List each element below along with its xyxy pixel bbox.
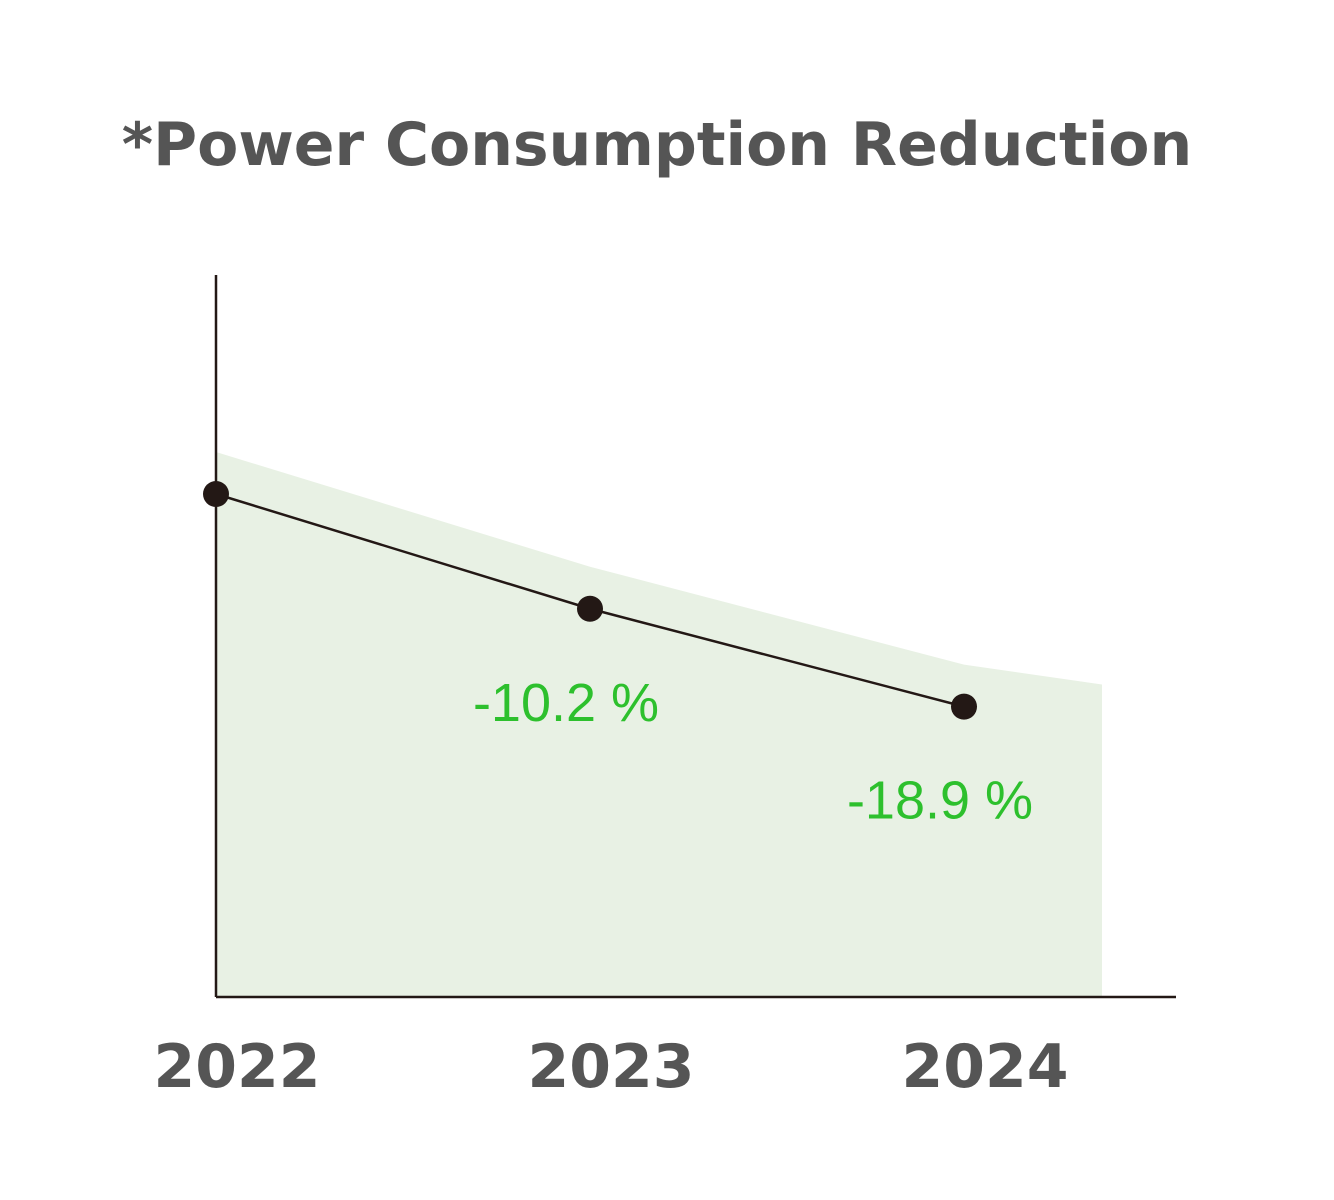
- data-point-2023: [577, 595, 603, 622]
- data-label-2023: -10.2 %: [473, 673, 659, 733]
- reduction-area-band: [216, 452, 1102, 997]
- data-point-2024: [951, 693, 977, 720]
- data-point-2022: [203, 481, 229, 507]
- data-label-2024: -18.9 %: [847, 771, 1033, 831]
- chart-title: *Power Consumption Reduction: [122, 110, 1192, 180]
- x-tick-labels: 2022 2023 2024: [154, 1032, 1069, 1102]
- x-tick-label-2023: 2023: [528, 1032, 695, 1102]
- x-tick-label-2024: 2024: [902, 1032, 1069, 1102]
- series-layer: -10.2 % -18.9 %: [203, 481, 1033, 831]
- x-tick-label-2022: 2022: [154, 1032, 321, 1102]
